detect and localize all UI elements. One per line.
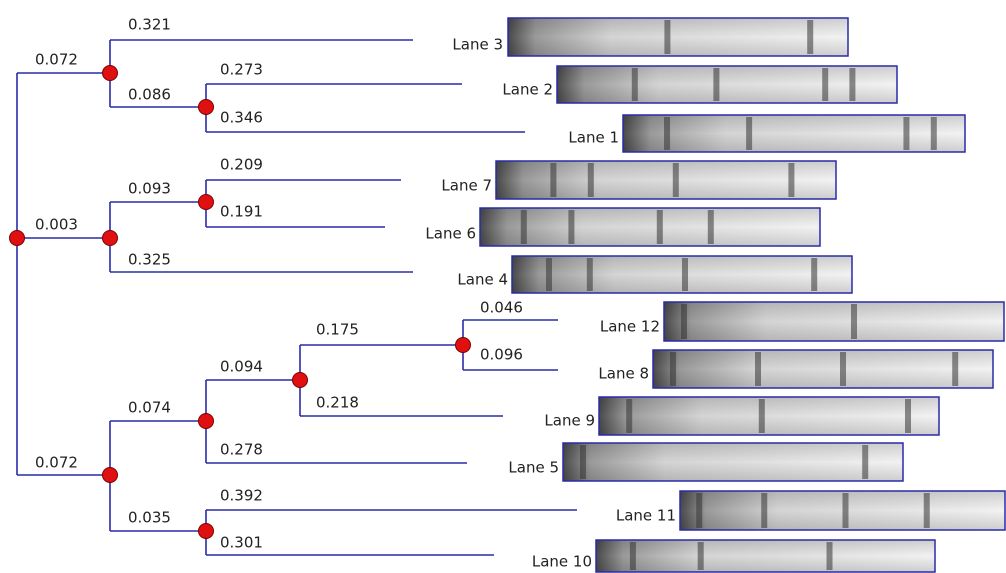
branch-length: 0.325 [128, 251, 171, 269]
gel-band [630, 542, 636, 570]
lane-label: Lane 10 [532, 553, 592, 571]
gel-shade [557, 66, 897, 103]
gel-shade [653, 350, 993, 388]
tree-node [199, 524, 214, 539]
branch-length: 0.175 [316, 321, 359, 339]
lane-label: Lane 9 [544, 412, 595, 430]
branch-length: 0.278 [220, 441, 263, 459]
gel-band [673, 163, 679, 197]
branch-length: 0.003 [35, 216, 78, 234]
gel-band [849, 68, 855, 101]
gel-band [588, 163, 594, 197]
dendrogram: Lane 3 Lane 2 Lane 1 Lane 7 Lane 6 Lane 4 Lane… [0, 0, 1006, 573]
gel-shade [508, 18, 848, 56]
gel-band [521, 210, 527, 244]
branch-length: 0.096 [480, 346, 523, 364]
gel-shade [480, 208, 820, 246]
gel-band [952, 352, 958, 386]
branch-length: 0.191 [220, 203, 263, 221]
branch-length: 0.321 [128, 16, 171, 34]
gel-shade [563, 443, 903, 481]
gel-shade [599, 397, 939, 435]
gel-band [568, 210, 574, 244]
gel-band [811, 258, 817, 291]
gel-band [681, 304, 687, 339]
tree-node [10, 231, 25, 246]
gel-band [903, 117, 909, 150]
gel-band [713, 68, 719, 101]
tree-node [199, 100, 214, 115]
lane-label: Lane 11 [616, 507, 676, 525]
branch-length: 0.086 [128, 86, 171, 104]
gel-band [698, 542, 704, 570]
lane-label: Lane 12 [600, 318, 660, 336]
branch-length: 0.093 [128, 180, 171, 198]
gel-band [546, 258, 552, 291]
gel-band [580, 445, 586, 479]
gel-band [682, 258, 688, 291]
tree-node [199, 414, 214, 429]
gel-band [807, 20, 813, 54]
gel-band [905, 399, 911, 433]
gel-band [626, 399, 632, 433]
lane-label: Lane 7 [441, 177, 492, 195]
gel-band [759, 399, 765, 433]
lane-label: Lane 6 [425, 225, 476, 243]
gel-shade [664, 302, 1004, 341]
branch-length: 0.209 [220, 156, 263, 174]
lane-label: Lane 4 [457, 271, 508, 289]
tree-node [103, 231, 118, 246]
gel-band [931, 117, 937, 150]
gel-band [827, 542, 833, 570]
lane-label: Lane 1 [568, 129, 619, 147]
tree-node [199, 195, 214, 210]
tree-node [456, 338, 471, 353]
branch-length: 0.074 [128, 399, 171, 417]
gel-band [587, 258, 593, 291]
gel-shade [596, 540, 935, 572]
gel-band [664, 20, 670, 54]
gel-band [843, 493, 849, 528]
branch-length: 0.072 [35, 454, 78, 472]
gel-band [632, 68, 638, 101]
gel-band [657, 210, 663, 244]
gel-band [708, 210, 714, 244]
lane-label: Lane 3 [452, 36, 503, 54]
gel-band [550, 163, 556, 197]
gel-band [851, 304, 857, 339]
lane-label: Lane 5 [508, 459, 559, 477]
gel-band [755, 352, 761, 386]
branch-length: 0.273 [220, 61, 263, 79]
lane-label: Lane 8 [598, 365, 649, 383]
gel-band [788, 163, 794, 197]
gel-shade [496, 161, 836, 199]
gel-band [840, 352, 846, 386]
lane-label: Lane 2 [502, 81, 553, 99]
tree-node [293, 373, 308, 388]
gel-band [862, 445, 868, 479]
tree-node [103, 468, 118, 483]
branch-length: 0.046 [480, 299, 523, 317]
branch-length: 0.218 [316, 394, 359, 412]
gel-band [924, 493, 930, 528]
gel-band [664, 117, 670, 150]
branch-length: 0.035 [128, 509, 171, 527]
gel-band [746, 117, 752, 150]
gel-band [670, 352, 676, 386]
branch-length: 0.392 [220, 487, 263, 505]
gel-band [822, 68, 828, 101]
branch-length: 0.072 [35, 51, 78, 69]
gel-band [696, 493, 702, 528]
branch-length: 0.301 [220, 534, 263, 552]
gel-band [761, 493, 767, 528]
tree-node [103, 66, 118, 81]
branch-length: 0.094 [220, 358, 263, 376]
branch-length: 0.346 [220, 109, 263, 127]
gel-shade [623, 115, 965, 152]
